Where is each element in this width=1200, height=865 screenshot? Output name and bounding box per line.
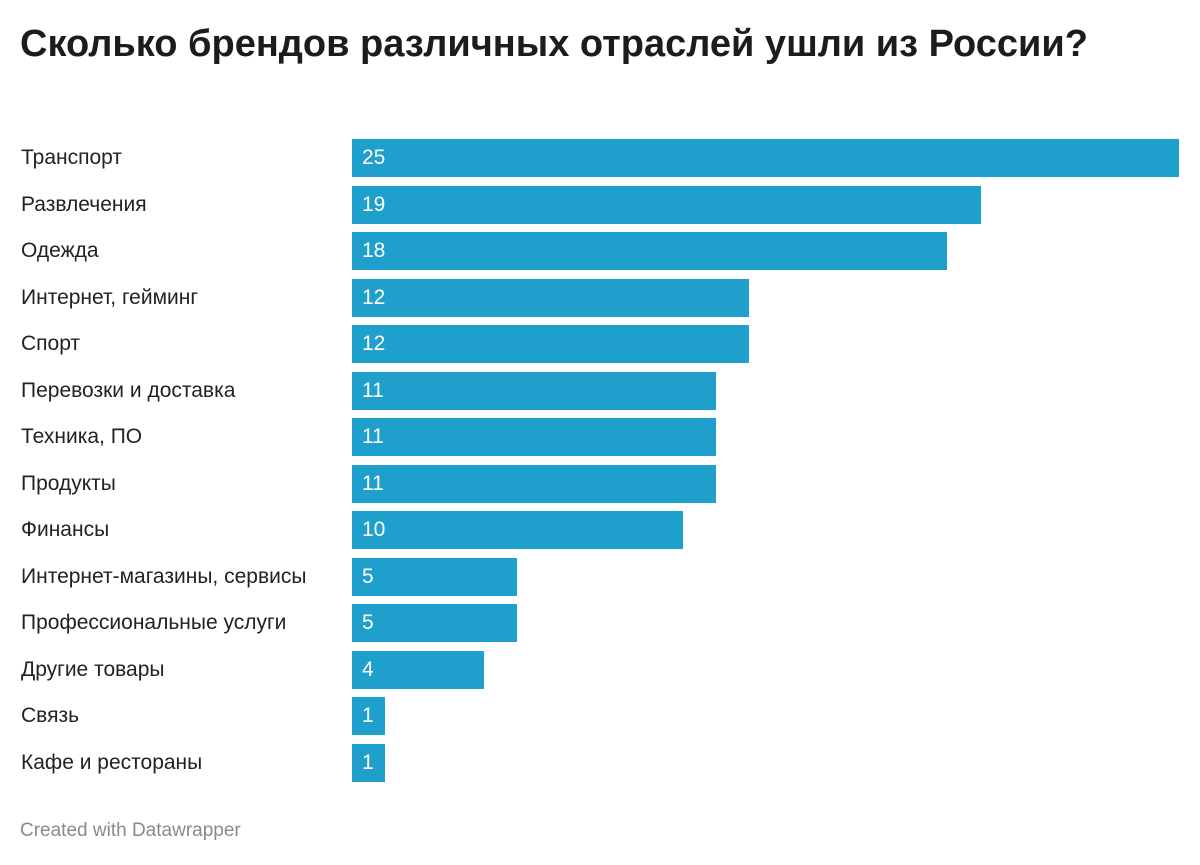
bar-value-label: 1 [362,751,374,774]
category-label: Финансы [21,518,110,541]
bar: 12 [352,325,749,363]
bar-value-label: 10 [362,518,386,541]
bar: 5 [352,604,518,642]
chart-title: Сколько брендов различных отраслей ушли … [20,23,1088,65]
bar-value-label: 12 [362,332,386,355]
bar: 18 [352,232,948,270]
bar-value-label: 12 [362,286,386,309]
category-label: Кафе и рестораны [21,751,203,774]
category-label: Связь [21,704,80,727]
bar: 12 [352,279,749,317]
bar-value-label: 11 [362,379,384,402]
category-label: Продукты [21,472,116,495]
category-label: Профессиональные услуги [21,611,287,634]
bar: 19 [352,186,981,224]
bar: 1 [352,744,386,782]
bar: 11 [352,465,716,503]
category-label: Транспорт [21,146,122,169]
bar: 11 [352,372,716,410]
bar: 25 [352,139,1179,177]
bar-value-label: 18 [362,239,386,262]
bar-value-label: 11 [362,472,384,495]
category-label: Одежда [21,239,99,262]
category-label: Техника, ПО [21,425,143,448]
datawrapper-credit: Created with Datawrapper [20,820,241,841]
bar-value-label: 4 [362,658,374,681]
bar-value-label: 25 [362,146,386,169]
category-label: Развлечения [21,193,147,216]
bar: 5 [352,558,518,596]
category-label: Интернет, гейминг [21,286,199,309]
bar-value-label: 1 [362,704,374,727]
bar: 4 [352,651,485,689]
bar-value-label: 5 [362,565,374,588]
bar-value-label: 5 [362,611,374,634]
bar-value-label: 11 [362,425,384,448]
bar: 10 [352,511,683,549]
category-label: Интернет-магазины, сервисы [21,565,307,588]
bar: 11 [352,418,716,456]
category-label: Спорт [21,332,81,355]
category-label: Другие товары [21,658,165,681]
bar: 1 [352,697,386,735]
category-label: Перевозки и доставка [21,379,236,402]
bar-value-label: 19 [362,193,386,216]
